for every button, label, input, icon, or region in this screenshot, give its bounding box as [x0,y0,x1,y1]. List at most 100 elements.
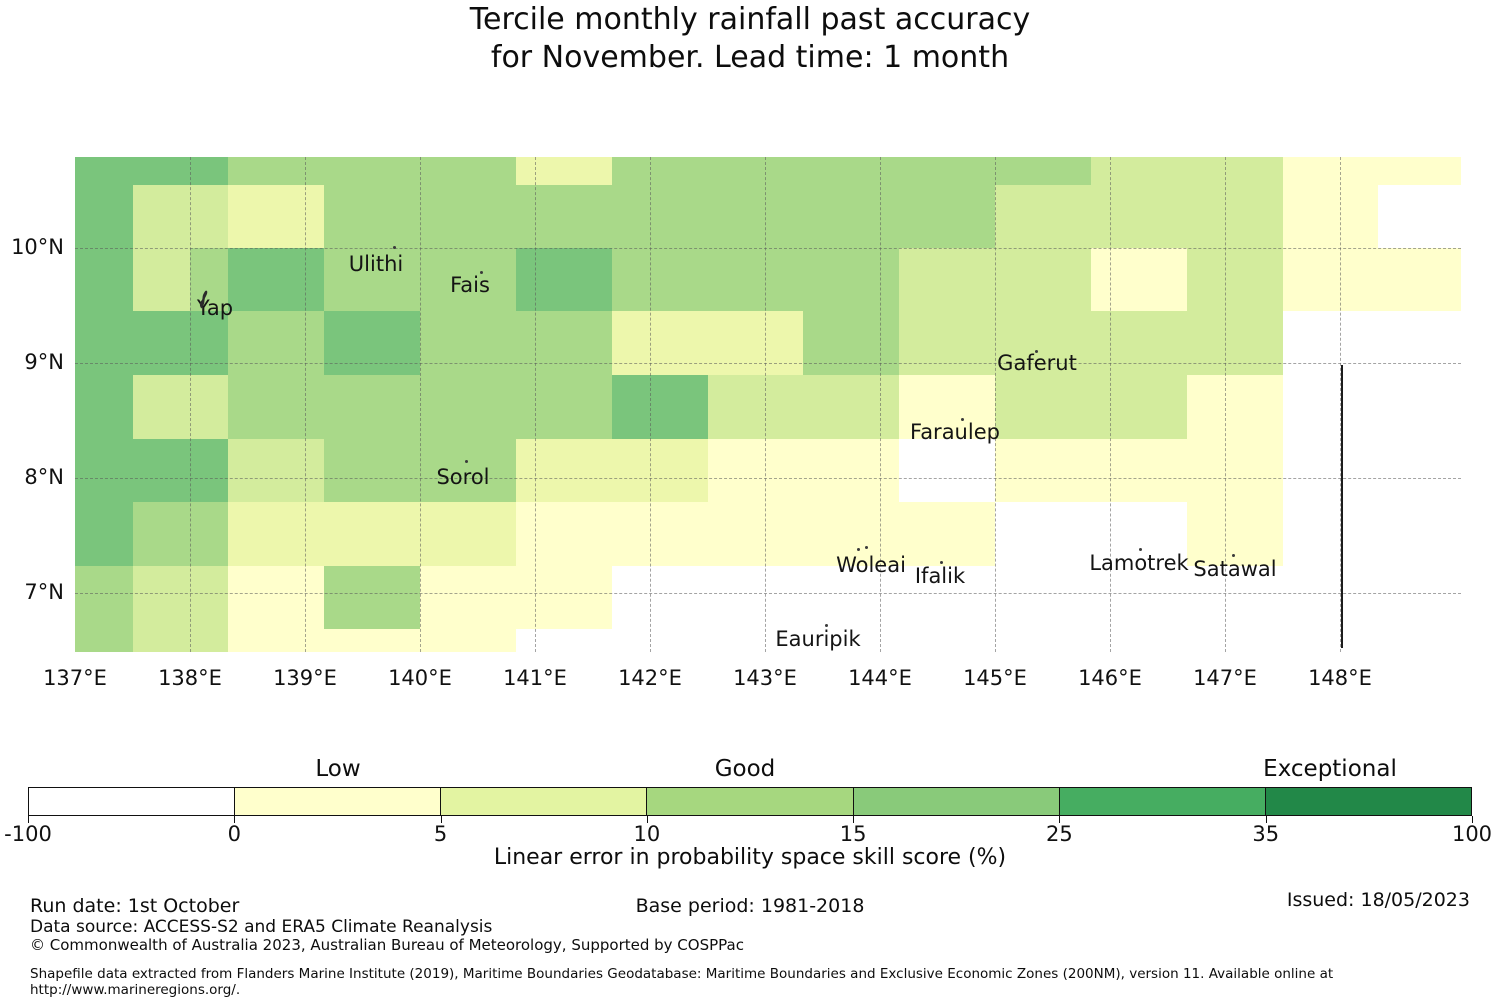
island-label-sorol: Sorol [436,465,490,489]
map-cell [899,311,996,376]
issued-date-text: Issued: 18/05/2023 [1286,889,1470,911]
map-cell [190,311,229,376]
map-cell [707,565,804,630]
colorbar-segment [1265,788,1471,815]
y-axis-tick-label: 8°N [24,465,64,489]
colorbar-segment [441,788,648,815]
colorbar-category-label: Good [714,756,776,782]
map-cell [190,628,229,653]
map-cell [1378,438,1462,503]
map-cell [1186,248,1283,312]
y-axis-tick-label: 10°N [11,235,64,259]
island-label-satawal: Satawal [1193,557,1277,581]
island-marker-dot [864,545,868,549]
map-cell [1186,502,1283,566]
x-axis-tick-label: 138°E [158,666,222,690]
island-label-gaferut: Gaferut [997,351,1077,375]
map-cell [228,311,325,376]
colorbar-tick-mark [234,816,236,823]
map-cell [899,438,996,503]
map-cell [228,438,325,503]
colorbar-tick-label: 15 [839,822,867,846]
map-cell [132,502,191,566]
map-cell [899,565,996,630]
map-cell [995,438,1092,503]
x-axis-tick-label: 141°E [503,666,567,690]
colorbar-tick-mark [1472,816,1473,823]
map-cell [707,157,804,186]
island-marker-dot [939,560,943,564]
map-cell [228,374,325,440]
x-axis-tick-label: 139°E [273,666,337,690]
map-cell [190,438,229,503]
colorbar-tick-mark [853,816,855,823]
map-cell [1378,248,1462,312]
map-cell [1378,311,1462,376]
map-cell [515,184,613,249]
colorbar-tick-mark [1265,816,1267,823]
island-marker-dot [960,417,964,421]
island-label-fais: Fais [450,273,490,297]
copyright-text: © Commonwealth of Australia 2023, Austra… [30,936,744,954]
x-axis-tick-label: 142°E [618,666,682,690]
map-cell [324,157,421,186]
map-cell [899,248,996,312]
map-cell [899,374,996,440]
map-cell [611,184,708,249]
island-label-lamotrek: Lamotrek [1089,551,1189,575]
map-cell [515,628,613,653]
map-cell [1282,628,1379,653]
map-cell [515,502,613,566]
map-cell [75,374,133,440]
map-cell [420,311,517,376]
colorbar-tick-mark [1059,816,1061,823]
meridian-gridline [650,157,651,652]
parallel-gridline [75,478,1461,479]
map-cell [803,502,900,566]
map-cell [1090,184,1188,249]
map-cell [228,184,325,249]
map-cell [228,248,325,312]
map-cell [803,157,900,186]
map-cell [1282,157,1379,186]
map-cell [611,157,708,186]
map-cell [995,628,1092,653]
parallel-gridline [75,248,1461,249]
map-cell [707,311,804,376]
map-cell [1090,438,1188,503]
map-cell [75,248,133,312]
rainfall-accuracy-map: 137°E 138°E 139°E 140°E 141°E 142°E 143°E 144°E… [11,157,1462,690]
map-cell [803,248,900,312]
map-cell [803,438,900,503]
map-cell [803,374,900,440]
map-cell [995,565,1092,630]
x-axis-tick-label: 144°E [848,666,912,690]
map-cell [420,374,517,440]
map-cell [1378,502,1462,566]
x-axis-tick-label: 145°E [963,666,1027,690]
island-marker-dot [392,245,396,249]
meridian-gridline [765,157,766,652]
parallel-gridline [75,363,1461,364]
map-cell [995,157,1092,186]
meridian-gridline [1225,157,1226,652]
map-cell [1090,565,1188,630]
yap-island-shape [199,290,208,309]
colorbar-tick-label: 25 [1046,822,1073,846]
island-marker-dot [464,459,468,463]
map-cell [1186,184,1283,249]
map-cell [420,565,517,630]
map-cell [803,311,900,376]
map-cell [228,502,325,566]
colorbar-category-label: Exceptional [1263,756,1397,782]
x-axis-tick-label: 140°E [388,666,452,690]
map-cell [1378,565,1462,630]
island-marker-dot [1138,547,1142,551]
map-cell [132,565,191,630]
data-source-text: Data source: ACCESS-S2 and ERA5 Climate … [30,917,493,937]
map-cell [324,565,421,630]
map-cell [324,502,421,566]
y-axis-tick-label: 7°N [24,580,64,604]
colorbar-segment [235,788,442,815]
